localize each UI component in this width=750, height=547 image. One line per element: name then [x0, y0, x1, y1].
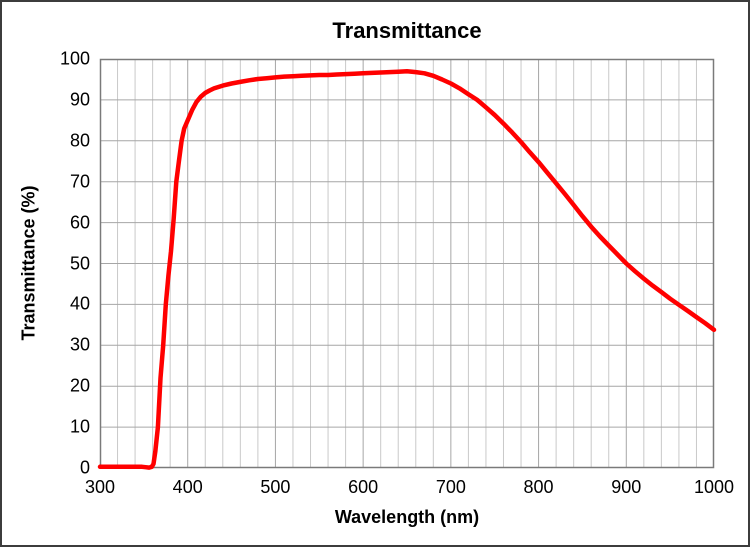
chart-canvas	[97, 58, 717, 470]
y-tick-label: 20	[69, 375, 90, 396]
y-tick-label: 50	[69, 253, 90, 273]
x-axis-label: Wavelength (nm)	[334, 507, 480, 527]
transmittance-curve	[97, 69, 717, 470]
plot-area	[97, 58, 717, 470]
y-tick-label: 80	[69, 130, 90, 151]
y-tick-label: 40	[69, 293, 90, 314]
y-tick-label: 30	[69, 334, 90, 355]
x-tick-label: 900	[611, 477, 642, 497]
y-tick-label: 0	[79, 457, 90, 478]
chart-title: Transmittance	[332, 18, 482, 43]
y-tick-label: 100	[59, 48, 90, 69]
y-tick-label: 70	[69, 171, 90, 192]
x-tick-label: 1000	[693, 477, 735, 497]
y-tick-label: 90	[69, 89, 90, 110]
x-tick-label: 800	[523, 477, 554, 497]
plot-border	[99, 58, 715, 469]
x-tick-label: 600	[348, 477, 379, 497]
y-axis-label: Transmittance (%)	[18, 185, 39, 341]
x-tick-label: 400	[172, 477, 203, 497]
x-tick-label: 500	[260, 477, 291, 497]
y-tick-label: 60	[69, 212, 90, 233]
x-tick-label: 700	[435, 477, 466, 497]
x-tick-label: 300	[84, 477, 116, 497]
y-tick-label: 10	[69, 416, 90, 437]
